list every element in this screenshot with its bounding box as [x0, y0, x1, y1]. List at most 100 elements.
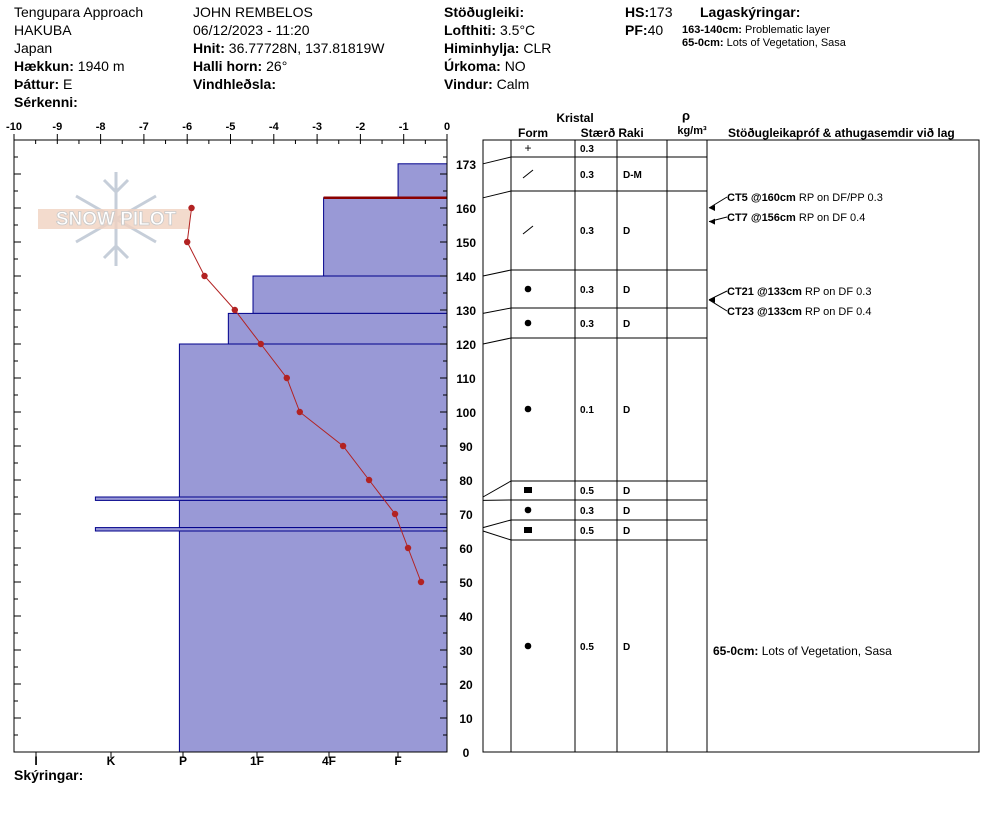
elevation-row: Hækkun: 1940 m	[14, 58, 125, 74]
layer-notes-title: Lagaskýringar:	[700, 4, 801, 20]
grain-size: 0.3	[580, 144, 594, 155]
watermark-band	[38, 209, 190, 229]
sky-label: Himinhylja:	[444, 40, 520, 56]
temperature-point	[257, 340, 265, 348]
grain-form-icon	[524, 527, 532, 533]
moisture-value: D	[623, 226, 630, 237]
temperature-point	[184, 238, 191, 246]
moisture-value: D	[623, 405, 630, 416]
layer-comment-range: 65-0cm:	[713, 644, 762, 658]
elevation-value: 1940 m	[77, 58, 125, 74]
grain-form-icon	[522, 225, 534, 235]
layer-table: +0.3 0.3 D-M 0.3 D 0.3 D 0.3 D 0.1 D 0.5 D 0.3 D 0.5 D 0.…	[482, 139, 980, 753]
test-result: RP on DF 0.4	[799, 212, 865, 224]
test-code: CT7 @156cm	[727, 212, 799, 224]
layer-note-text: Problematic layer	[745, 24, 830, 36]
hardness-tick-label: I	[34, 754, 37, 768]
hardness-bar	[323, 197, 448, 277]
coords-row: Hnit: 36.77728N, 137.81819W	[193, 40, 384, 56]
stability-label: Stöðugleiki:	[444, 4, 525, 20]
layer-note-2: 65-0cm: Lots of Vegetation, Sasa	[682, 37, 846, 50]
grain-form-icon	[524, 506, 532, 514]
aspect-label: Þáttur:	[14, 76, 60, 92]
pf-label: PF:	[625, 22, 648, 38]
temp-tick-label: -5	[226, 121, 236, 133]
hardness-bar	[178, 530, 448, 753]
moisture-value: D-M	[623, 170, 642, 181]
hardness-bar	[252, 275, 448, 314]
depth-tick-label: 40	[459, 610, 473, 624]
temp-tick-label: -2	[356, 121, 366, 133]
hardness-tick-label: P	[179, 754, 187, 768]
wind-label: Vindur:	[444, 76, 493, 92]
depth-tick-label: 150	[456, 236, 476, 250]
watermark-text: SNOW PILOT	[56, 209, 177, 230]
arrow-icon	[709, 296, 715, 303]
temperature-point	[417, 578, 425, 586]
grain-form-icon	[524, 285, 532, 293]
wind-loading-label: Vindhleðsla:	[193, 76, 276, 92]
temperature-point	[365, 476, 373, 484]
layer-comment-text: Lots of Vegetation, Sasa	[762, 644, 892, 658]
hardness-bar	[94, 496, 448, 501]
temp-tick-label: -6	[182, 121, 192, 133]
test-code: CT5 @160cm	[727, 192, 799, 204]
depth-tick-label: 160	[456, 202, 476, 216]
layer-note-text: Lots of Vegetation, Sasa	[726, 37, 846, 49]
temp-tick-label: -1	[399, 121, 409, 133]
precip-label: Úrkoma:	[444, 58, 501, 74]
temp-tick-label: -10	[6, 121, 22, 133]
moisture-value: D	[623, 642, 630, 653]
aspect-row: Þáttur: E	[14, 76, 72, 92]
sky-row: Himinhylja: CLR	[444, 40, 551, 56]
crystal-header: Kristal	[556, 111, 593, 125]
moisture-value: D	[623, 319, 630, 330]
density-symbol: ρ	[682, 108, 690, 123]
observer-name: JOHN REMBELOS	[193, 4, 313, 20]
aspect-value: E	[63, 76, 73, 92]
grain-size: 0.5	[580, 526, 594, 537]
depth-tick-label: 110	[456, 372, 476, 386]
axes: -10 -9 -8 -7 -6 -5 -4 -3 -2 -1 0I K P 1F 4F F1731601501…	[6, 121, 476, 768]
precip-value: NO	[504, 58, 526, 74]
arrow-icon	[709, 218, 715, 225]
temp-tick-label: -3	[312, 121, 322, 133]
temperature-point	[231, 306, 239, 314]
temp-tick-label: -7	[139, 121, 149, 133]
wind-row: Vindur: Calm	[444, 76, 529, 92]
hardness-bar	[227, 312, 448, 345]
depth-tick-label: 30	[459, 644, 473, 658]
notes-label: Skýringar:	[14, 767, 84, 783]
pf-value: 40	[647, 22, 664, 38]
depth-connector	[482, 269, 512, 277]
depth-tick-label: 120	[456, 338, 476, 352]
grain-size: 0.1	[580, 405, 594, 416]
form-header: Form	[518, 126, 548, 140]
test-code: CT21 @133cm	[727, 286, 805, 298]
country-name: Japan	[14, 40, 53, 56]
grain-size: 0.3	[580, 285, 594, 296]
pf-row: PF:40	[625, 22, 663, 38]
temperature-point	[391, 510, 399, 518]
tests-header: Stöðugleikapróf & athugasemdir við lag	[728, 126, 955, 140]
layer-comment: 65-0cm: Lots of Vegetation, Sasa	[713, 644, 892, 658]
temperature-point	[188, 204, 195, 212]
hardness-tick-label: K	[107, 754, 116, 768]
grain-size: 0.3	[580, 506, 594, 517]
slope-row: Halli horn: 26°	[193, 58, 287, 74]
grain-form-icon	[524, 405, 532, 413]
depth-tick-label: 173	[456, 158, 476, 172]
test-code: CT23 @133cm	[727, 306, 805, 318]
hardness-tick-label: F	[394, 754, 401, 768]
air-temp-label: Lofthiti:	[444, 22, 497, 38]
grain-form-icon	[524, 642, 532, 650]
depth-tick-label: 10	[459, 712, 473, 726]
depth-tick-label: 80	[459, 474, 473, 488]
wind-value: Calm	[496, 76, 530, 92]
size-header: Stærð	[581, 126, 616, 140]
depth-connector	[482, 519, 512, 529]
depth-tick-label: 70	[459, 508, 473, 522]
layer-note-range: 65-0cm:	[682, 37, 724, 49]
hs-row: HS:173	[625, 4, 672, 20]
